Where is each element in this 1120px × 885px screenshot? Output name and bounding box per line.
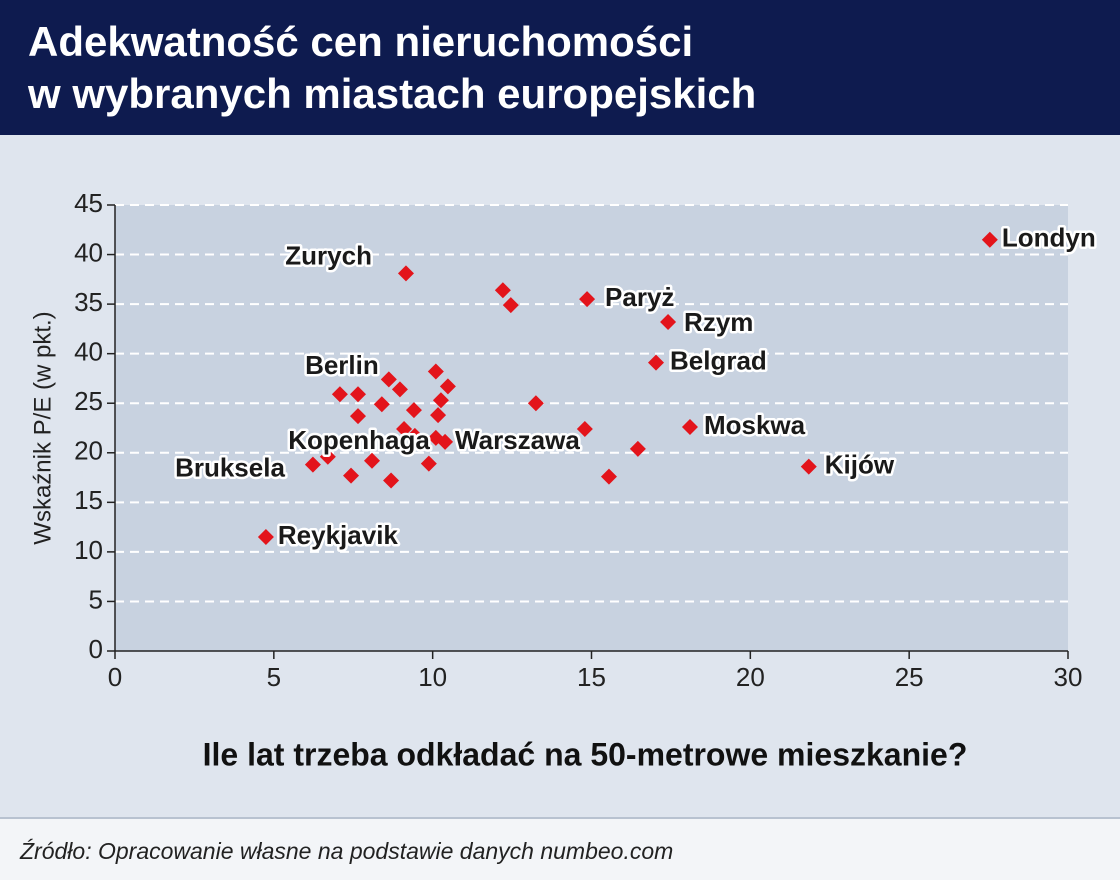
point xyxy=(439,378,456,395)
y-tick-label: 5 xyxy=(89,584,103,614)
point xyxy=(343,467,360,484)
point xyxy=(350,408,367,425)
point xyxy=(363,452,380,469)
x-tick-label: 15 xyxy=(577,662,606,692)
x-tick-label: 10 xyxy=(418,662,447,692)
title-line: Adekwatność cen nieruchomości xyxy=(28,18,693,65)
point xyxy=(383,472,400,489)
point xyxy=(396,420,413,437)
point xyxy=(527,395,544,412)
title-line: w wybranych miastach europejskich xyxy=(27,70,756,117)
point-label: Rzym xyxy=(684,307,753,337)
point xyxy=(257,529,274,546)
point xyxy=(494,282,511,299)
point xyxy=(406,427,423,444)
y-tick-label: 0 xyxy=(89,634,103,664)
point xyxy=(800,458,817,475)
point xyxy=(629,440,646,457)
y-tick-label: 10 xyxy=(74,535,103,565)
point xyxy=(331,386,348,403)
y-tick-label: 40 xyxy=(74,337,103,367)
point xyxy=(304,456,321,473)
point-label: Belgrad xyxy=(670,345,767,375)
point xyxy=(576,420,593,437)
point xyxy=(405,402,422,419)
point-label: Berlin xyxy=(305,350,379,380)
x-tick-label: 0 xyxy=(108,662,122,692)
point-label: Kopenhaga xyxy=(288,425,430,455)
y-axis-title: Wskaźnik P/E (w pkt.) xyxy=(29,311,56,544)
point xyxy=(681,419,698,436)
point xyxy=(430,407,447,424)
point xyxy=(600,468,617,485)
point xyxy=(427,363,444,380)
point-label: Moskwa xyxy=(704,410,806,440)
point-label: Kijów xyxy=(825,450,895,480)
header xyxy=(0,0,1120,135)
point xyxy=(660,313,677,330)
point-label: Warszawa xyxy=(455,425,580,455)
x-tick-label: 5 xyxy=(267,662,281,692)
x-tick-label: 30 xyxy=(1054,662,1083,692)
point xyxy=(319,448,336,465)
point xyxy=(432,392,449,409)
point-label: Bruksela xyxy=(175,453,285,483)
point-label: Londyn xyxy=(1002,223,1096,253)
x-tick-label: 20 xyxy=(736,662,765,692)
point xyxy=(420,455,437,472)
y-tick-label: 40 xyxy=(74,237,103,267)
y-tick-label: 25 xyxy=(74,386,103,416)
point xyxy=(502,297,519,314)
point xyxy=(397,265,414,282)
source: Źródło: Opracowanie własne na podstawie … xyxy=(19,838,673,864)
point-label: Zurych xyxy=(285,240,372,270)
point xyxy=(579,291,596,308)
x-tick-label: 25 xyxy=(895,662,924,692)
y-tick-label: 35 xyxy=(74,287,103,317)
footer xyxy=(0,818,1120,880)
y-tick-label: 45 xyxy=(74,188,103,218)
y-tick-label: 20 xyxy=(74,436,103,466)
point xyxy=(373,396,390,413)
y-tick-label: 15 xyxy=(74,485,103,515)
point xyxy=(981,231,998,248)
point xyxy=(647,354,664,371)
x-axis-title: Ile lat trzeba odkładać na 50-metrowe mi… xyxy=(203,736,968,772)
point xyxy=(350,386,367,403)
point xyxy=(437,433,454,450)
point-label: Reykjavik xyxy=(278,520,399,550)
point xyxy=(380,371,397,388)
point-label: Paryż xyxy=(605,282,674,312)
point xyxy=(391,381,408,398)
plot: 0 5 10 15 20 25 40 35 40 45 0 5 10 15 20 25 30 Londyn Zury… xyxy=(74,188,1098,692)
